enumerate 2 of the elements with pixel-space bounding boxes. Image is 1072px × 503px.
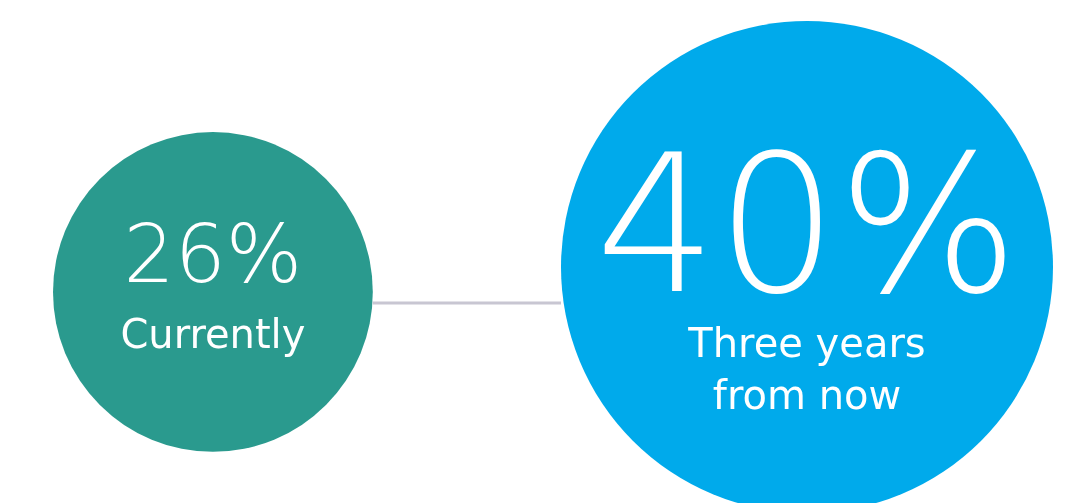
data-label: 26% [123, 206, 303, 301]
category-label: Currently [120, 310, 306, 357]
